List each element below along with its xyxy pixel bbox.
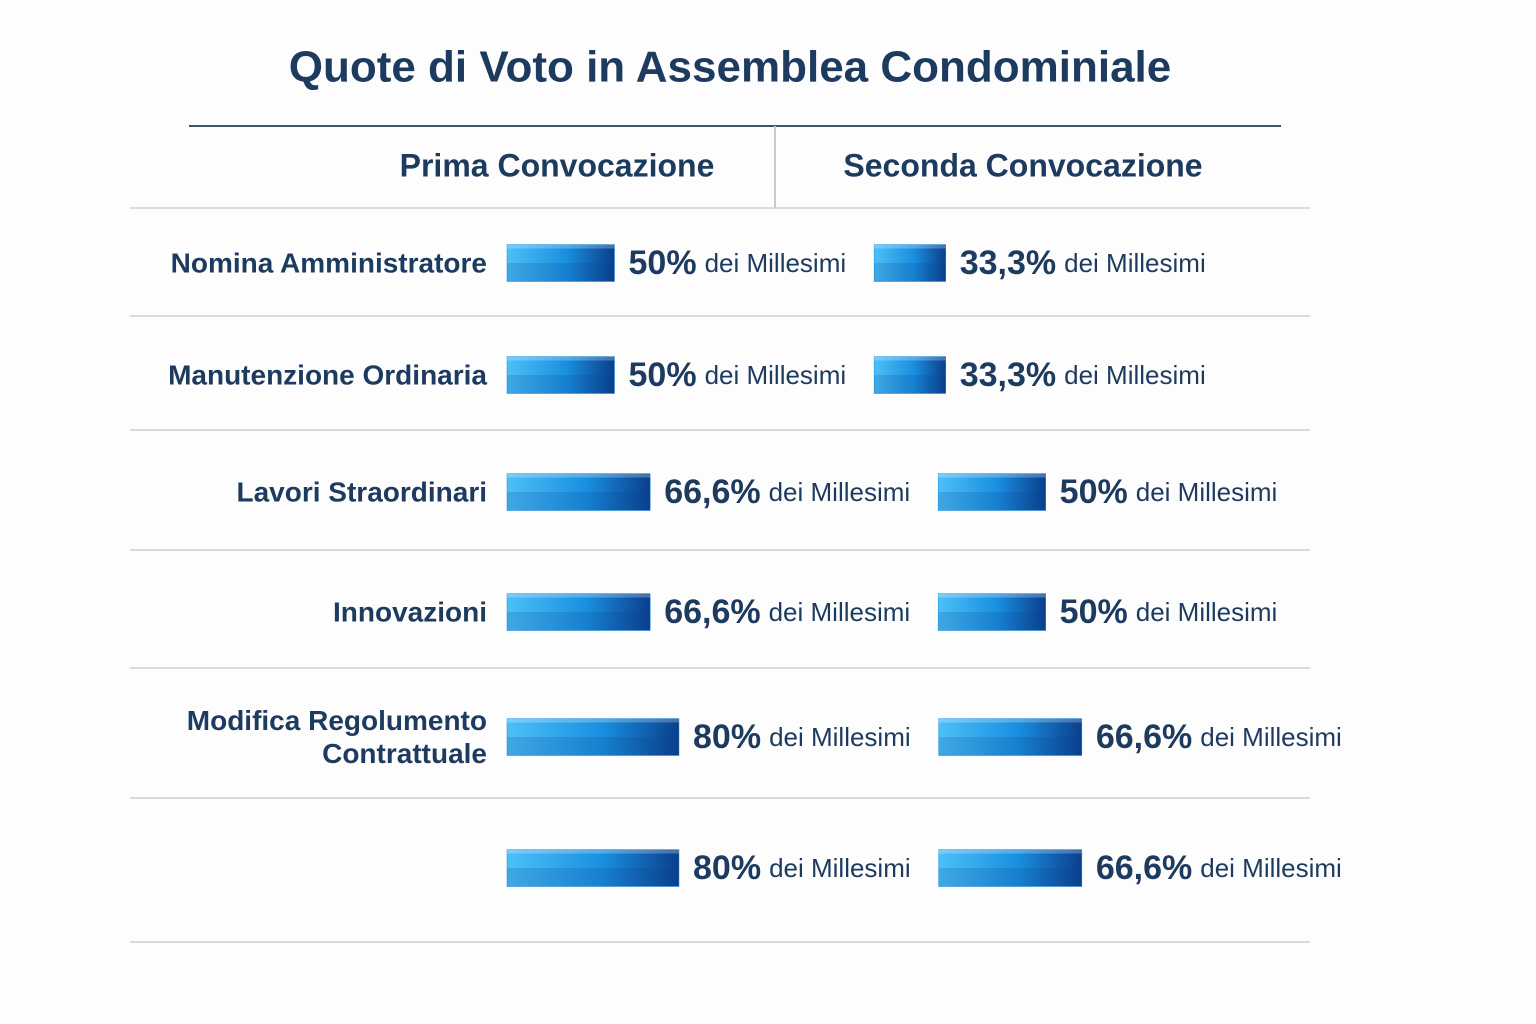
value-number: 80% [693, 849, 761, 887]
bar [506, 593, 651, 631]
value-unit: dei Millesimi [769, 597, 911, 627]
bar-highlight [938, 849, 1082, 854]
value-unit: dei Millesimi [1200, 722, 1342, 752]
value-number: 80% [693, 718, 761, 756]
value-unit: dei Millesimi [769, 853, 911, 883]
bar-shade [507, 492, 651, 511]
category-label: Nomina Amministratore [170, 247, 487, 279]
value-label: 33,3% dei Millesimi [960, 356, 1206, 394]
bar-shade [507, 612, 651, 631]
bar [873, 244, 946, 282]
bar-shade [938, 612, 1046, 631]
bar [938, 718, 1083, 756]
category-label: Innovazioni [333, 596, 487, 628]
value-label: 33,3% dei Millesimi [960, 244, 1206, 282]
column-header: Seconda Convocazione [843, 147, 1202, 183]
value-number: 50% [629, 244, 697, 282]
value-unit: dei Millesimi [1064, 360, 1206, 390]
bar-highlight [874, 244, 946, 249]
value-unit: dei Millesimi [1064, 248, 1206, 278]
bar-highlight [507, 593, 651, 598]
value-label: 50% dei Millesimi [629, 244, 847, 282]
bar-highlight [938, 593, 1046, 598]
value-label: 50% dei Millesimi [1060, 473, 1278, 511]
bar-highlight [507, 356, 615, 361]
value-unit: dei Millesimi [1200, 853, 1342, 883]
value-number: 33,3% [960, 244, 1056, 282]
value-label: 66,6% dei Millesimi [1096, 718, 1342, 756]
bar-shade [938, 737, 1082, 756]
bar-shade [874, 375, 946, 394]
bar [873, 356, 946, 394]
value-number: 33,3% [960, 356, 1056, 394]
bar-shade [507, 868, 679, 887]
bar-highlight [938, 718, 1082, 723]
column-header: Prima Convocazione [400, 147, 715, 183]
bar-shade [938, 868, 1082, 887]
bar-shade [507, 737, 679, 756]
value-label: 80% dei Millesimi [693, 718, 911, 756]
bar [506, 356, 615, 394]
category-label: Manutenzione Ordinaria [168, 359, 487, 391]
bar-highlight [507, 473, 651, 478]
bar [938, 849, 1083, 887]
bar-shade [938, 492, 1046, 511]
value-label: 66,6% dei Millesimi [664, 593, 910, 631]
value-label: 50% dei Millesimi [1060, 593, 1278, 631]
bar-highlight [507, 849, 679, 854]
value-number: 66,6% [664, 593, 760, 631]
bar-shade [874, 263, 946, 282]
bar [506, 718, 680, 756]
bar [937, 593, 1046, 631]
category-label: Modifica Regolumento Contrattuale [186, 705, 487, 769]
value-number: 66,6% [1096, 849, 1192, 887]
value-number: 50% [629, 356, 697, 394]
value-label: 50% dei Millesimi [629, 356, 847, 394]
bar [937, 473, 1046, 511]
bar [506, 473, 651, 511]
value-number: 66,6% [1096, 718, 1192, 756]
value-unit: dei Millesimi [1136, 477, 1278, 507]
value-unit: dei Millesimi [705, 360, 847, 390]
value-number: 50% [1060, 593, 1128, 631]
value-label: 80% dei Millesimi [693, 849, 911, 887]
bar-highlight [507, 718, 679, 723]
value-unit: dei Millesimi [1136, 597, 1278, 627]
chart-title: Quote di Voto in Assemblea Condominiale [289, 43, 1172, 92]
bar-highlight [874, 356, 946, 361]
bar-shade [507, 375, 615, 394]
bar [506, 244, 615, 282]
value-unit: dei Millesimi [705, 248, 847, 278]
value-number: 66,6% [664, 473, 760, 511]
bar-highlight [938, 473, 1046, 478]
value-unit: dei Millesimi [769, 722, 911, 752]
category-label: Lavori Straordinari [236, 476, 487, 508]
value-label: 66,6% dei Millesimi [664, 473, 910, 511]
value-label: 66,6% dei Millesimi [1096, 849, 1342, 887]
bar [506, 849, 680, 887]
bar-highlight [507, 244, 615, 249]
value-unit: dei Millesimi [769, 477, 911, 507]
bar-shade [507, 263, 615, 282]
value-number: 50% [1060, 473, 1128, 511]
